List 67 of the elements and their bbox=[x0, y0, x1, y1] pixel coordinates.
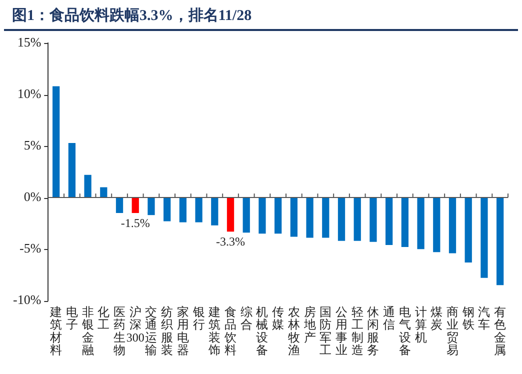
data-label: -1.5% bbox=[120, 216, 150, 230]
x-tick-label: 公用事业 bbox=[336, 305, 348, 357]
bar bbox=[274, 198, 282, 234]
bar bbox=[84, 174, 92, 198]
bar bbox=[417, 198, 424, 250]
bar bbox=[354, 198, 361, 241]
bar bbox=[211, 198, 218, 226]
x-tick-label: 煤炭 bbox=[430, 305, 443, 332]
x-tick-label: 商业贸易 bbox=[446, 305, 458, 357]
x-tick-label: 银行 bbox=[192, 305, 205, 332]
x-tick-label: 建筑装饰 bbox=[208, 305, 221, 357]
bar bbox=[242, 198, 250, 233]
bar bbox=[322, 198, 330, 238]
x-tick-label: 传媒 bbox=[272, 305, 284, 332]
bar bbox=[433, 198, 440, 252]
bar bbox=[464, 198, 472, 262]
y-tick-label: -10% bbox=[12, 292, 42, 308]
bar bbox=[370, 198, 377, 242]
bar bbox=[496, 198, 504, 286]
y-tick-label: -5% bbox=[19, 240, 42, 256]
x-tick-label: 沪深300 bbox=[126, 305, 144, 344]
data-label: -3.3% bbox=[216, 234, 246, 249]
bar bbox=[52, 86, 60, 198]
bar bbox=[386, 198, 393, 245]
x-tick-label: 有色金属 bbox=[494, 305, 506, 357]
x-tick-label: 家用电器 bbox=[176, 305, 189, 357]
x-tick-label: 机械设备 bbox=[256, 305, 268, 357]
bar bbox=[116, 198, 124, 214]
y-tick-label: 10% bbox=[17, 86, 42, 101]
x-tick-label: 纺织服装 bbox=[161, 305, 174, 357]
x-tick-label: 化工 bbox=[98, 305, 110, 332]
x-tick-label: 通信 bbox=[383, 305, 396, 332]
x-tick-label: 国防军工 bbox=[320, 305, 332, 357]
x-tick-label: 汽车 bbox=[478, 305, 490, 332]
x-tick-label: 交通运输 bbox=[145, 305, 158, 357]
bar bbox=[179, 198, 187, 222]
bar bbox=[401, 198, 408, 248]
x-tick-label: 房地产 bbox=[302, 305, 316, 344]
bar bbox=[68, 142, 76, 198]
chart-title: 图1：食品饮料跌幅3.3%，排名11/28 bbox=[4, 0, 518, 31]
x-tick-label: 电子 bbox=[66, 305, 78, 332]
bar bbox=[338, 198, 346, 241]
y-tick-label: 15% bbox=[17, 34, 42, 50]
x-tick-label: 电气设备 bbox=[398, 305, 411, 357]
bar bbox=[306, 198, 314, 238]
bar bbox=[290, 198, 298, 237]
bar bbox=[148, 198, 155, 216]
x-tick-label: 医药生物 bbox=[114, 305, 126, 357]
x-tick-label: 食品饮料 bbox=[224, 305, 237, 357]
bar bbox=[132, 198, 139, 214]
x-tick-label: 农林牧渔 bbox=[286, 305, 300, 357]
bar bbox=[258, 198, 266, 234]
bar bbox=[164, 198, 171, 222]
x-tick-label: 休闲服务 bbox=[367, 305, 380, 357]
x-tick-label: 综合 bbox=[240, 305, 252, 332]
x-tick-label: 轻工制造 bbox=[351, 305, 364, 357]
y-tick-label: 0% bbox=[24, 188, 42, 204]
bar bbox=[448, 198, 456, 254]
x-tick-label: 钢铁 bbox=[461, 305, 474, 332]
bar bbox=[226, 198, 234, 232]
bar bbox=[100, 187, 108, 198]
y-tick-label: 5% bbox=[24, 137, 42, 152]
bar bbox=[480, 198, 488, 278]
x-tick-label: 建筑材料 bbox=[49, 305, 62, 357]
x-tick-label: 非银金融 bbox=[80, 305, 94, 357]
bar bbox=[195, 198, 202, 222]
x-tick-label: 计算机 bbox=[414, 305, 427, 344]
